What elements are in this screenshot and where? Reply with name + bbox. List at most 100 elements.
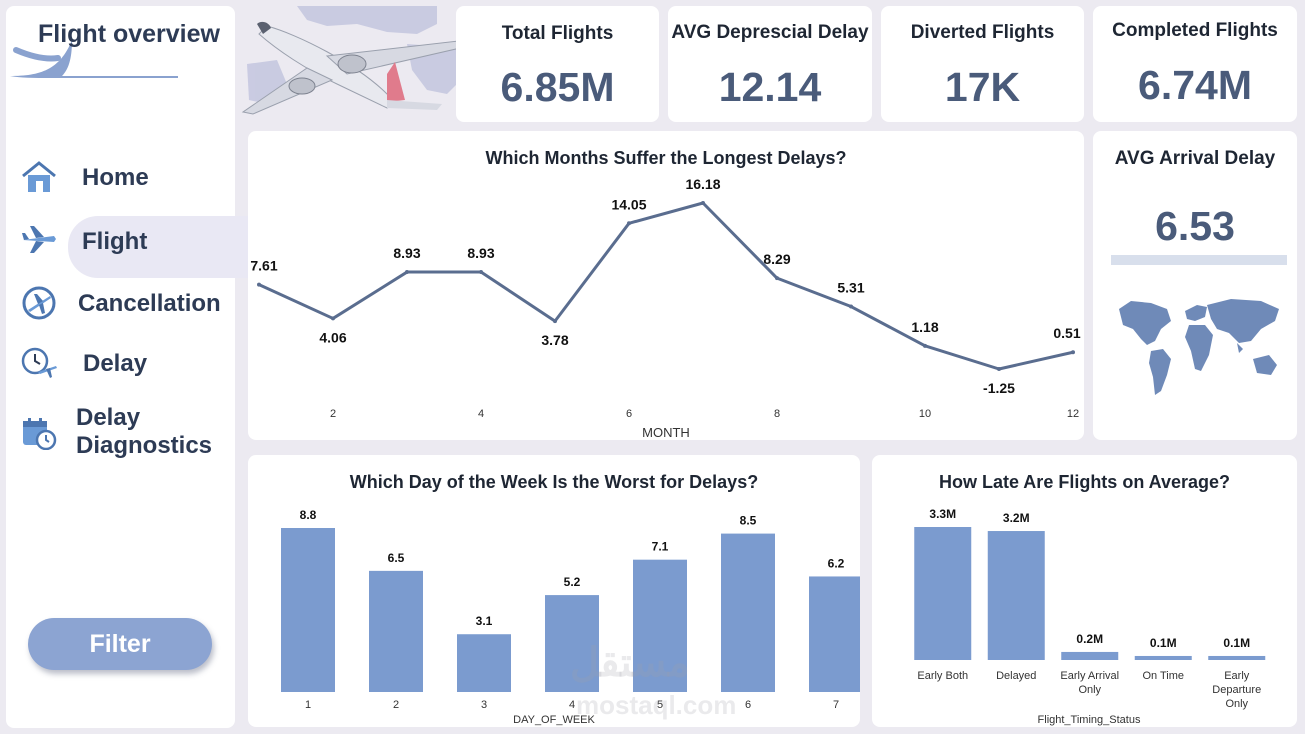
x-tick-label: 4 [478,408,484,420]
nav-label-cancellation: Cancellation [78,290,221,317]
data-label: 3.3M [929,507,956,521]
chart-title: How Late Are Flights on Average? [938,472,1231,492]
data-point [405,270,409,275]
x-tick-label: 2 [393,699,399,711]
kpi-value: 6.53 [1155,203,1235,249]
kpi-label: AVG Deprescial Delay [671,22,869,43]
nav-label-delay: Delay [83,350,148,377]
x-tick-label: Early Both [917,670,968,682]
data-label: 0.1M [1223,636,1250,650]
kpi-value: 6.74M [1138,62,1252,108]
x-tick-label: 8 [774,408,780,420]
bar [1061,651,1119,660]
bar [1208,655,1266,660]
nav-label-flight: Flight [82,228,148,255]
x-tick-label: 6 [626,408,632,420]
x-axis-label: Flight_Timing_Status [1038,714,1141,726]
nav-item-delay[interactable]: Delay [6,338,235,388]
data-point [1071,350,1075,355]
airplane-swoosh-logo [10,40,178,78]
data-label: 3.1 [476,614,493,628]
kpi-label: Total Flights [501,23,614,44]
nav-item-home[interactable]: Home [6,152,235,202]
data-point [553,319,557,324]
airplane-circle-icon [22,286,56,320]
watermark-url: mostaql.com [576,690,737,720]
data-label: 8.5 [740,514,757,528]
data-label: 3.78 [541,332,568,348]
filter-button[interactable]: Filter [28,618,212,670]
data-label: 8.93 [467,245,494,261]
airplane-icon [22,226,56,253]
data-point [701,201,705,205]
kpi-value: 17K [944,64,1021,110]
x-tick-label: 1 [305,699,311,711]
x-axis-label: DAY_OF_WEEK [513,714,595,726]
day-of-week-bar-chart: 8.8 1 6.5 2 3.1 3 5.2 4 7.1 5 8.5 6 6.2 7 DAY_OF_WEEK [281,508,860,726]
data-label: 8.8 [300,508,317,522]
data-label: 7.1 [652,540,669,554]
bar [721,533,775,692]
data-label: 8.29 [763,251,790,267]
timing-status-bar-chart: 3.3M Early Both 3.2M Delayed 0.2M Early Arriv… [914,507,1266,726]
data-label: 0.1M [1150,636,1177,650]
x-tick-label: 10 [919,408,931,420]
series-line [258,201,1074,371]
world-map-icon [1111,255,1287,395]
kpi-card-completed-flights: Completed Flights 6.74M [1093,6,1297,122]
x-axis-label: MONTH [642,425,690,440]
kpi-label: AVG Arrival Delay [1114,148,1276,169]
nav-item-cancellation[interactable]: Cancellation [6,278,235,328]
x-tick-label: Early Arrival [1060,670,1119,682]
timing-status-chart-panel: How Late Are Flights on Average? 3.3M Ear… [872,455,1297,727]
x-tick-label: Early [1224,670,1250,682]
data-label: 3.2M [1003,511,1030,525]
clock-airplane-icon [21,347,57,378]
data-label: 0.51 [1053,325,1080,341]
data-label: 1.18 [911,319,938,335]
bar [914,527,972,660]
day-of-week-chart-panel: Which Day of the Week Is the Worst for D… [248,455,860,727]
bar [545,595,599,692]
active-nav-highlight [68,216,253,278]
data-label: 4.06 [319,329,346,345]
data-point [257,282,261,287]
data-label: 5.2 [564,575,581,589]
data-label: 5.31 [837,280,864,296]
line-chart: 7.61 4.06 8.93 8.93 3.78 14.05 16.18 8.29 5.31 1.… [250,176,1080,440]
page-title: Flight overview [38,20,220,48]
data-label: 16.18 [685,176,720,192]
kpi-label: Completed Flights [1112,20,1278,41]
sidebar: Flight overview Home Flight Cancellation [6,6,253,728]
data-point [997,367,1001,371]
bar [1134,655,1192,660]
nav-item-delay-diagnostics[interactable]: Delay Diagnostics [6,404,235,464]
chart-title: Which Months Suffer the Longest Delays? [485,148,847,168]
x-tick-label: 3 [481,699,487,711]
airplane-hero-image [241,6,470,115]
x-tick-label: 12 [1067,408,1079,420]
data-label: -1.25 [983,380,1015,396]
x-tick-label: Departure [1212,684,1261,696]
x-tick-label: On Time [1142,670,1184,682]
x-tick-label: 5 [657,699,663,711]
data-point [331,316,335,321]
data-label: 0.2M [1076,632,1103,646]
home-icon [22,161,56,192]
data-label: 7.61 [250,258,277,274]
chart-title: Which Day of the Week Is the Worst for D… [349,472,759,492]
kpi-card-diverted-flights: Diverted Flights 17K [881,6,1084,122]
kpi-value: 6.85M [500,64,615,110]
bar [457,634,511,692]
x-tick-label: 4 [569,699,575,711]
data-label: 14.05 [611,196,646,212]
line-chart-panel: Which Months Suffer the Longest Delays? … [248,131,1084,440]
data-label: 6.5 [388,551,405,565]
bar [809,576,860,692]
nav-item-flight[interactable]: Flight [6,214,235,264]
data-point [849,304,853,309]
calendar-clock-icon [23,418,57,450]
kpi-value: 12.14 [718,64,822,110]
watermark-logo: مستقل [570,641,690,685]
x-tick-label: Only [1225,698,1248,710]
